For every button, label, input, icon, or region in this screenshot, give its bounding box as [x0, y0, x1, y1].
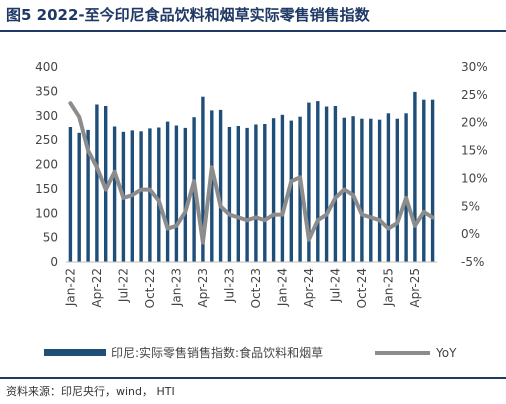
- bar: [386, 113, 391, 262]
- y2-tick-label: 5%: [461, 199, 480, 213]
- bar: [377, 119, 382, 262]
- bar: [422, 99, 426, 262]
- x-tick-label: Jul-22: [116, 268, 130, 303]
- bar: [210, 110, 214, 263]
- y2-tick-label: 25%: [461, 88, 488, 102]
- x-tick-label: Apr-25: [408, 268, 422, 308]
- bar: [360, 118, 364, 262]
- y-tick-label: 100: [35, 206, 58, 220]
- bar: [86, 129, 90, 262]
- y2-tick-label: 10%: [461, 171, 488, 185]
- x-tick-label: Oct-22: [143, 268, 157, 308]
- bar: [218, 109, 223, 263]
- y-tick-label: 150: [35, 182, 58, 196]
- bar: [245, 127, 249, 263]
- legend-bar-swatch: [44, 349, 106, 356]
- x-tick-label: Oct-24: [355, 268, 369, 308]
- bar: [227, 127, 232, 262]
- bar: [68, 127, 73, 262]
- y-tick-label: 400: [35, 60, 58, 74]
- x-tick-label: Jul-23: [222, 268, 236, 303]
- y-tick-label: 250: [35, 133, 58, 147]
- source-rule: [0, 377, 506, 379]
- legend: 印尼:实际零售销售指数:食品饮料和烟草 YoY: [44, 345, 457, 360]
- y-tick-label: 300: [35, 109, 58, 123]
- bar: [307, 102, 311, 262]
- bar: [404, 113, 408, 262]
- bar: [351, 116, 355, 262]
- x-tick-label: Oct-23: [249, 268, 263, 308]
- bar: [174, 125, 179, 262]
- source-note: 资料来源：印尼央行，wind， HTI: [6, 385, 175, 398]
- x-tick-label: Apr-24: [302, 268, 316, 308]
- bar: [236, 126, 240, 262]
- bar: [77, 132, 81, 262]
- bar: [395, 118, 399, 262]
- y2-tick-label: 20%: [461, 116, 488, 130]
- yoy-line: [68, 101, 435, 245]
- bar: [183, 127, 187, 263]
- bar-series: [68, 91, 435, 263]
- y2-tick-label: 0%: [461, 227, 480, 241]
- bar: [369, 118, 373, 262]
- x-tick-label: Jan-23: [169, 268, 183, 307]
- y-tick-label: 350: [35, 84, 58, 98]
- x-axis: Jan-22 Apr-22 Jul-22 Oct-22 Jan-23 Apr-23 Jul-…: [63, 268, 422, 308]
- bar: [95, 104, 99, 262]
- bar: [413, 91, 417, 263]
- y-axis-right: -5% 0% 5% 10% 15% 20% 25% 30%: [461, 60, 488, 269]
- chart-title: 图5 2022-至今印尼食品饮料和烟草实际零售销售指数: [6, 6, 370, 24]
- bar: [112, 126, 117, 262]
- x-tick-label: Apr-23: [196, 268, 210, 308]
- x-tick-label: Apr-22: [90, 268, 104, 308]
- bar: [280, 114, 285, 262]
- title-rule: [0, 30, 506, 32]
- y-axis-left: 0 50 100 150 200 250 300 350 400: [35, 60, 58, 269]
- x-tick-label: Jul-24: [328, 268, 342, 303]
- bar: [324, 106, 329, 262]
- bar: [316, 101, 320, 262]
- bar: [263, 124, 267, 262]
- y-tick-label: 50: [43, 231, 58, 245]
- y2-tick-label: -5%: [461, 255, 484, 269]
- bar: [139, 131, 143, 262]
- y-tick-label: 200: [35, 158, 58, 172]
- y2-tick-label: 15%: [461, 144, 488, 158]
- y-tick-label: 0: [50, 255, 58, 269]
- legend-line-label: YoY: [435, 346, 457, 360]
- x-tick-label: Jan-22: [63, 268, 77, 307]
- bar: [271, 118, 276, 262]
- chart-area: 0 50 100 150 200 250 300 350 400 -5% 0% 5% 10% 15% 20…: [35, 60, 488, 360]
- bar: [165, 121, 170, 262]
- x-tick-label: Jan-25: [381, 268, 395, 307]
- bar: [430, 99, 435, 262]
- bar: [201, 96, 205, 262]
- legend-bar-label: 印尼:实际零售销售指数:食品饮料和烟草: [111, 345, 323, 360]
- bar: [148, 128, 152, 262]
- y2-tick-label: 30%: [461, 60, 488, 74]
- x-tick-label: Jan-24: [275, 268, 289, 307]
- bar: [254, 124, 258, 262]
- bar: [333, 106, 338, 262]
- bar: [289, 120, 293, 262]
- bar: [157, 127, 161, 262]
